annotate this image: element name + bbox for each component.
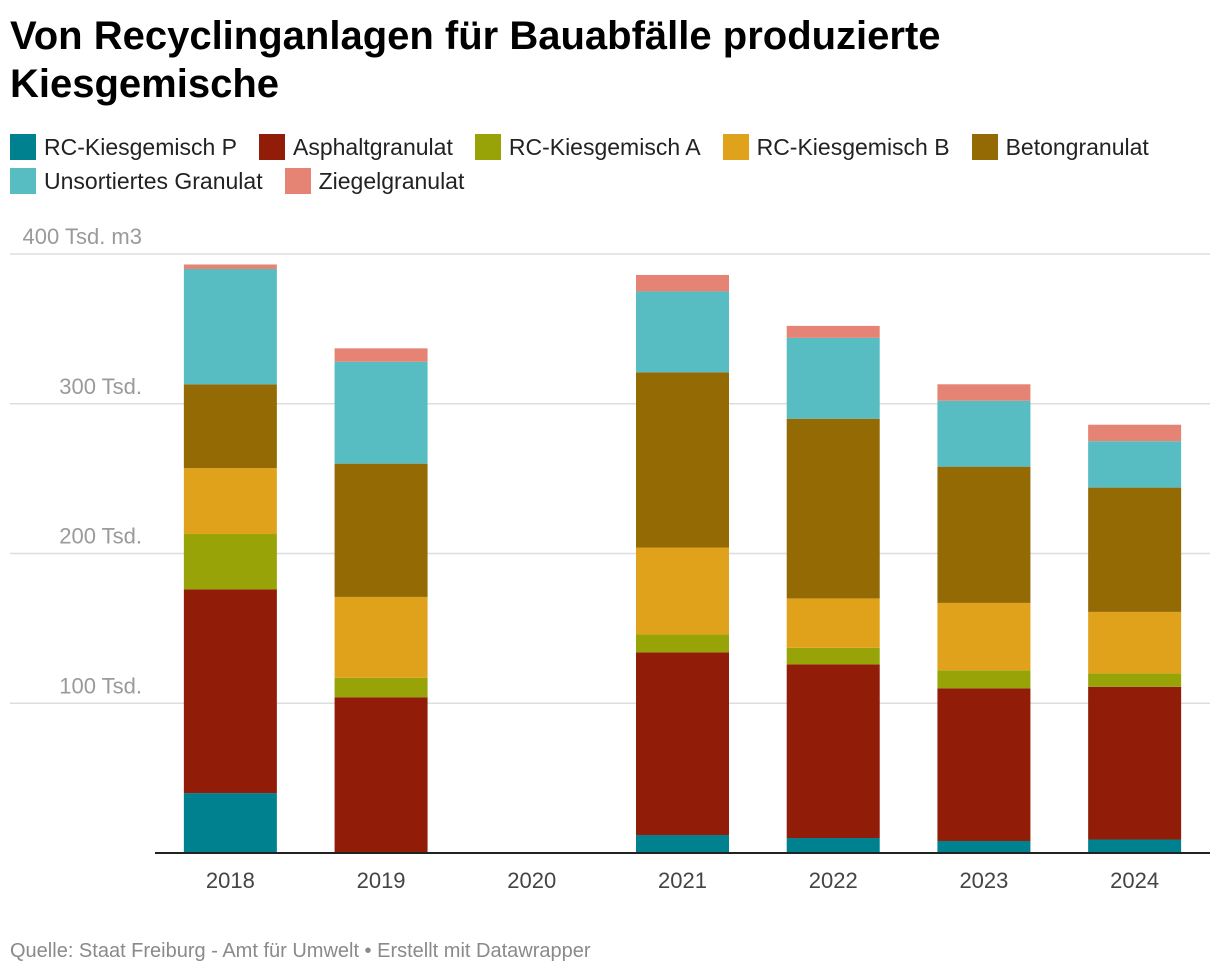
bar-segment-2019-6: [334, 348, 428, 362]
bar-segment-2022-3: [786, 598, 880, 648]
bar-segment-2018-5: [183, 268, 277, 385]
source-note: Quelle: Staat Freiburg - Amt für Umwelt …: [10, 940, 591, 962]
bar-segment-2022-2: [786, 647, 880, 665]
bar-segment-2022-4: [786, 418, 880, 599]
x-tick-label: 2018: [206, 868, 255, 893]
legend-swatch: [971, 134, 998, 160]
bar-segment-2023-5: [937, 400, 1031, 467]
bar-segment-2018-0: [183, 793, 277, 853]
bar-segment-2023-0: [937, 841, 1031, 853]
bar-segment-2023-6: [937, 384, 1031, 401]
legend-item-asphaltgranulat: Asphaltgranulat: [259, 134, 453, 161]
legend-item-rc-kiesgemisch-p: RC-Kiesgemisch P: [10, 134, 237, 161]
chart-title: Von Recyclinganlagen für Bauabfälle prod…: [10, 14, 941, 106]
legend-row-1: RC-Kiesgemisch P Asphaltgranulat RC-Kies…: [10, 130, 1210, 164]
legend-label: Betongranulat: [1005, 133, 1149, 160]
bar-segment-2018-3: [183, 468, 277, 535]
stacked-bar-chart: 100 Tsd. 200 Tsd. 300 Tsd. 400 Tsd. m3 2018…: [10, 224, 1210, 893]
x-tick-label: 2024: [1110, 868, 1159, 893]
bar-segment-2018-1: [183, 589, 277, 794]
bar-segment-2021-6: [636, 274, 729, 292]
bar-segment-2021-3: [636, 547, 729, 635]
legend-item-betongranulat: Betongranulat: [971, 133, 1149, 161]
x-tick-label: 2023: [959, 868, 1008, 893]
legend-item-ziegelgranulat: Ziegelgranulat: [284, 167, 465, 195]
bar-segment-2018-6: [183, 264, 277, 269]
y-tick-label: 300 Tsd.: [59, 374, 142, 399]
bar-segment-2024-3: [1088, 611, 1182, 674]
bar-segment-2019-2: [334, 677, 428, 698]
bar-segment-2023-2: [937, 670, 1031, 689]
legend-swatch: [284, 168, 311, 194]
bar-segment-2024-1: [1088, 686, 1182, 840]
legend-swatch: [10, 168, 36, 194]
bar-segment-2024-2: [1088, 673, 1182, 687]
bar-segment-2022-0: [786, 838, 880, 853]
bar-segment-2022-1: [786, 664, 880, 839]
bar-segment-2021-1: [636, 652, 729, 836]
bar-segment-2023-4: [937, 466, 1031, 603]
legend-label: Ziegelgranulat: [318, 167, 465, 194]
bar-segment-2018-4: [183, 384, 277, 469]
legend: RC-Kiesgemisch P Asphaltgranulat RC-Kies…: [10, 130, 1210, 198]
bar-segment-2024-4: [1088, 487, 1182, 612]
y-tick-label: 200 Tsd.: [59, 524, 142, 549]
bar-segment-2023-1: [937, 688, 1031, 842]
legend-swatch: [474, 134, 501, 160]
legend-item-unsortiertes-granulat: Unsortiertes Granulat: [10, 168, 263, 195]
legend-label: RC-Kiesgemisch A: [508, 133, 701, 160]
legend-swatch: [10, 134, 36, 160]
bar-segment-2024-6: [1088, 424, 1182, 442]
bar-segment-2024-5: [1088, 441, 1182, 488]
y-tick-label: 100 Tsd.: [59, 673, 142, 698]
legend-label: RC-Kiesgemisch B: [756, 133, 950, 160]
bar-segment-2021-4: [636, 372, 729, 548]
legend-row-2: Unsortiertes Granulat Ziegelgranulat: [10, 164, 1210, 198]
legend-swatch: [722, 134, 749, 160]
legend-item-rc-kiesgemisch-b: RC-Kiesgemisch B: [722, 133, 950, 161]
legend-swatch: [259, 134, 285, 160]
bar-segment-2019-5: [334, 361, 428, 464]
bar-segment-2023-3: [937, 602, 1031, 671]
bar-segment-2022-6: [786, 325, 880, 338]
legend-label: RC-Kiesgemisch P: [44, 133, 237, 160]
legend-label: Asphaltgranulat: [293, 133, 453, 160]
x-tick-label: 2020: [507, 868, 556, 893]
bar-segment-2018-2: [183, 534, 277, 590]
bar-segment-2019-4: [334, 463, 428, 597]
bar-segment-2021-2: [636, 634, 729, 653]
legend-item-rc-kiesgemisch-a: RC-Kiesgemisch A: [474, 133, 701, 161]
axes: 2018 2019 2020 2021 2022 2023 2024: [155, 852, 1210, 893]
y-tick-label: 400 Tsd. m3: [23, 224, 142, 249]
bar-segment-2022-5: [786, 337, 880, 419]
bar-segment-2021-5: [636, 291, 729, 373]
bars: [183, 264, 1182, 853]
legend-label: Unsortiertes Granulat: [44, 167, 263, 194]
x-tick-label: 2022: [809, 868, 858, 893]
x-tick-label: 2019: [357, 868, 406, 893]
bar-segment-2019-3: [334, 596, 428, 678]
bar-segment-2024-0: [1088, 839, 1182, 853]
bar-segment-2021-0: [636, 835, 729, 853]
bar-segment-2019-1: [334, 697, 428, 853]
x-tick-label: 2021: [658, 868, 707, 893]
